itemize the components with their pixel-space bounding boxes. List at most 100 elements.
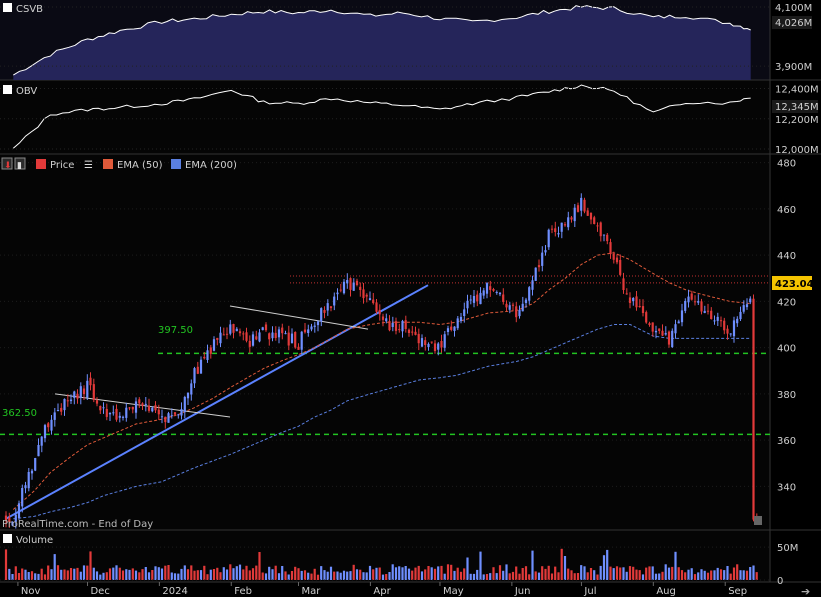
scroll-right-icon[interactable]: ➔ xyxy=(801,585,810,597)
volume-bar xyxy=(27,572,30,580)
candle-body xyxy=(277,329,281,338)
volume-bar xyxy=(407,568,411,580)
candle-body xyxy=(8,517,11,522)
candle-body xyxy=(489,286,492,290)
info-icon[interactable] xyxy=(754,516,762,525)
volume-bar xyxy=(86,565,89,580)
volume-bar xyxy=(544,568,547,580)
volume-bar xyxy=(82,565,86,580)
volume-bar xyxy=(628,566,632,580)
candle-body xyxy=(567,217,570,228)
candle-body xyxy=(147,405,151,411)
volume-bar xyxy=(118,567,121,580)
month-label: Jun xyxy=(514,586,531,597)
volume-bar xyxy=(388,572,391,580)
volume-bar xyxy=(222,567,225,580)
volume-bar xyxy=(300,570,303,580)
volume-bar xyxy=(378,567,381,580)
volume-bar xyxy=(303,570,307,580)
candle-body xyxy=(671,330,674,348)
candle-body xyxy=(651,322,654,332)
volume-bar xyxy=(255,565,258,580)
volume-bar xyxy=(167,565,170,580)
candle-body xyxy=(635,296,638,308)
candle-body xyxy=(138,399,141,404)
volume-bar xyxy=(596,574,599,580)
candle-body xyxy=(593,217,596,224)
candle-body xyxy=(684,301,687,311)
volume-bar xyxy=(63,569,66,580)
volume-bar xyxy=(134,570,138,580)
volume-bar xyxy=(515,566,518,580)
candle-body xyxy=(17,503,21,519)
volume-bar xyxy=(365,572,368,580)
volume-bar xyxy=(21,568,24,580)
volume-bar xyxy=(34,573,37,580)
volume-bar xyxy=(235,566,238,580)
candle-body xyxy=(381,316,385,320)
volume-bar xyxy=(485,574,489,580)
candle-body xyxy=(580,197,583,211)
volume-bar xyxy=(43,574,47,580)
volume-bar xyxy=(310,573,313,580)
volume-bar xyxy=(531,550,534,580)
candle-body xyxy=(706,310,710,312)
candle-body xyxy=(544,250,547,253)
candle-body xyxy=(21,488,24,507)
volume-bar xyxy=(554,566,557,580)
chart-type-icon[interactable]: ▮ xyxy=(17,161,22,171)
candle-body xyxy=(294,332,297,348)
candle-body xyxy=(505,303,508,308)
candle-body xyxy=(599,222,602,237)
volume-bar xyxy=(700,569,703,580)
volume-bar xyxy=(541,566,544,580)
volume-bar xyxy=(518,573,521,580)
volume-bar xyxy=(677,567,680,580)
candle-body xyxy=(550,228,554,230)
candle-body xyxy=(290,333,294,344)
volume-bar xyxy=(456,567,459,580)
volume-bar xyxy=(40,568,43,580)
volume-bar xyxy=(710,570,713,580)
volume-bar xyxy=(50,569,53,580)
list-icon[interactable]: ☰ xyxy=(84,160,93,171)
volume-bar xyxy=(355,569,359,580)
obv-legend[interactable]: OBV xyxy=(3,85,37,97)
volume-bar xyxy=(729,573,732,580)
volume-bar xyxy=(508,573,511,580)
candle-body xyxy=(82,388,86,395)
candle-body xyxy=(729,333,732,335)
csvb-legend[interactable]: CSVB xyxy=(3,3,43,15)
collapse-icon[interactable]: ⬇ xyxy=(4,161,12,171)
volume-bar xyxy=(102,572,105,580)
volume-bar xyxy=(349,571,352,580)
volume-bar xyxy=(375,567,378,580)
volume-bar xyxy=(342,570,346,580)
price-legend[interactable]: ⬇ ▮ Price ☰ EMA (50) EMA (200) xyxy=(1,157,237,171)
footer-text: ProRealTime.com - End of Day xyxy=(2,519,153,530)
candle-body xyxy=(92,384,95,400)
volume-bar xyxy=(450,564,453,580)
volume-bar xyxy=(690,568,693,580)
volume-legend[interactable]: Volume xyxy=(3,534,53,546)
volume-bar xyxy=(693,574,697,580)
candle-body xyxy=(300,331,303,350)
candle-body xyxy=(151,407,154,412)
candle-body xyxy=(602,234,606,236)
candle-body xyxy=(697,301,700,303)
volume-bar xyxy=(622,567,625,580)
volume-bar xyxy=(183,565,186,580)
volume-bar xyxy=(60,569,63,580)
volume-bar xyxy=(511,571,515,580)
volume-bar xyxy=(502,570,505,580)
volume-bar xyxy=(14,566,17,580)
month-label: Jul xyxy=(583,586,596,597)
volume-bar xyxy=(612,568,615,580)
volume-bar xyxy=(609,566,612,580)
volume-bar xyxy=(586,572,589,580)
month-label: Feb xyxy=(234,586,252,597)
candle-body xyxy=(368,298,372,300)
candle-body xyxy=(495,292,498,293)
candle-body xyxy=(56,410,60,411)
obv-panel xyxy=(0,80,770,154)
